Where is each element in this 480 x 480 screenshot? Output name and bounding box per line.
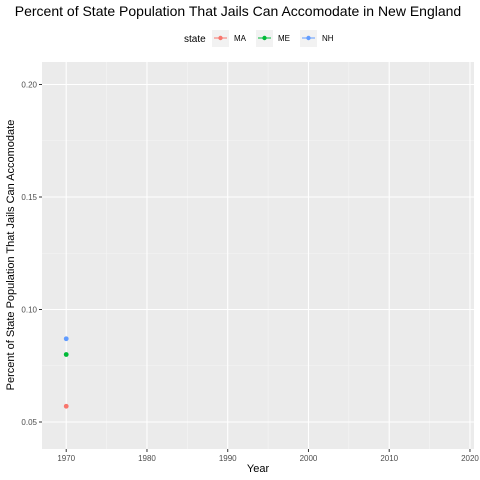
grid-major xyxy=(42,62,474,449)
data-points xyxy=(63,336,69,409)
legend-key-point xyxy=(306,35,311,41)
legend-key-point xyxy=(218,35,223,41)
y-axis-title: Percent of State Population That Jails C… xyxy=(5,120,17,391)
legend-label-nh: NH xyxy=(322,34,334,43)
legend-title: state xyxy=(184,34,206,45)
data-point-me xyxy=(63,352,69,357)
legend: state MA ME NH xyxy=(184,30,334,47)
x-tick-label: 2020 xyxy=(461,454,479,463)
x-axis-title: Year xyxy=(247,463,270,475)
chart-title: Percent of State Population That Jails C… xyxy=(15,3,461,19)
data-point-ma xyxy=(63,403,69,409)
legend-key-point xyxy=(262,35,267,41)
plot-panel xyxy=(42,62,474,449)
y-tick-label: 0.05 xyxy=(21,418,37,427)
y-tick-label: 0.10 xyxy=(21,306,37,315)
data-point-nh xyxy=(63,336,69,342)
x-tick-label: 2010 xyxy=(380,454,398,463)
legend-label-me: ME xyxy=(278,34,290,43)
legend-key-ma xyxy=(212,30,229,47)
y-axis: 0.05 0.10 0.15 0.20 xyxy=(21,81,42,427)
x-tick-label: 1980 xyxy=(138,454,156,463)
y-tick-label: 0.15 xyxy=(21,193,37,202)
x-axis: 1970 1980 1990 2000 2010 2020 xyxy=(57,449,479,463)
x-tick-label: 1970 xyxy=(57,454,75,463)
legend-label-ma: MA xyxy=(234,34,247,43)
legend-key-nh xyxy=(300,30,317,47)
legend-key-me xyxy=(256,30,273,47)
x-tick-label: 2000 xyxy=(300,454,318,463)
x-tick-label: 1990 xyxy=(219,454,237,463)
y-tick-label: 0.20 xyxy=(21,81,37,90)
grid-minor xyxy=(42,62,474,449)
